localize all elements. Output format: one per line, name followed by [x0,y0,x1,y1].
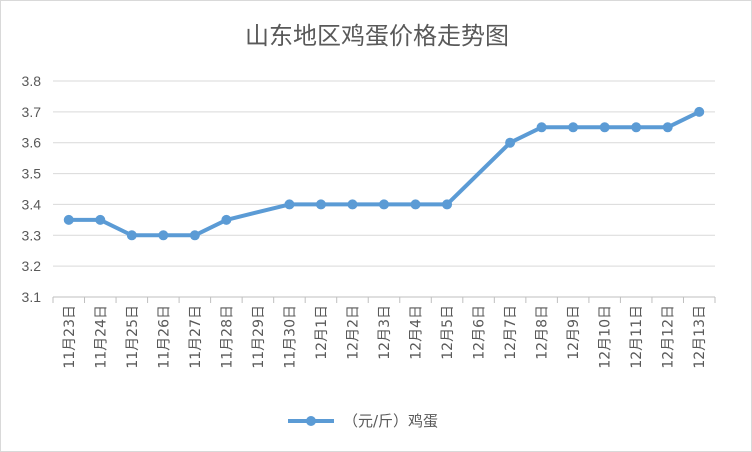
x-tick-label: 11月25日 [125,305,141,369]
data-point [410,199,421,210]
data-point [221,214,232,225]
y-tick-label: 3.1 [22,289,42,305]
x-tick-label: 12月3日 [377,305,393,360]
x-tick-label: 11月26日 [156,305,172,369]
x-tick-label: 12月5日 [440,305,456,360]
legend[interactable]: （元/斤）鸡蛋 [288,412,438,430]
data-point [568,122,579,133]
data-point [63,214,74,225]
data-point [347,199,358,210]
data-point [662,122,673,133]
data-point [631,122,642,133]
y-tick-label: 3.2 [22,258,42,274]
x-tick-label: 11月29日 [251,305,267,369]
x-tick-label: 12月7日 [503,305,519,360]
x-tick-label: 11月27日 [188,305,204,369]
y-tick-label: 3.7 [22,104,42,120]
x-tick-label: 11月28日 [219,305,235,369]
gridlines [53,80,715,267]
x-tick-label: 12月10日 [598,305,614,369]
y-axis-ticks: 3.1 3.2 3.3 3.4 3.5 3.6 3.7 3.8 [22,73,42,305]
data-point [694,106,705,117]
chart-title: 山东地区鸡蛋价格走势图 [245,22,509,50]
data-point [505,137,516,148]
x-tick-label: 12月1日 [314,305,330,360]
x-tick-label: 12月2日 [345,305,361,360]
data-point [126,230,137,241]
y-tick-label: 3.3 [22,227,42,243]
y-tick-label: 3.5 [22,166,42,182]
data-point [158,230,169,241]
x-tick-label: 12月8日 [535,305,551,360]
data-point [599,122,610,133]
x-axis: 11月23日 11月24日 11月25日 11月26日 11月27日 11月28日 11月2… [52,296,716,369]
y-tick-label: 3.4 [22,196,42,212]
data-point [189,230,200,241]
y-tick-label: 3.8 [22,73,42,89]
x-tick-label: 12月4日 [409,305,425,360]
data-point [95,214,106,225]
legend-marker [306,416,316,426]
data-point [284,199,295,210]
y-tick-label: 3.6 [22,135,42,151]
data-point [536,122,547,133]
x-tick-label: 11月30日 [282,305,298,369]
legend-label: （元/斤）鸡蛋 [343,412,438,430]
x-tick-label: 11月24日 [93,305,109,369]
data-point [442,199,453,210]
series-group [63,106,705,241]
data-point [315,199,326,210]
x-tick-label: 12月13日 [692,305,708,369]
x-tick-label: 12月6日 [472,305,488,360]
data-point [379,199,389,210]
x-tick-label: 12月12日 [661,305,677,369]
x-tick-label: 12月11日 [629,305,645,369]
x-tick-label: 12月9日 [566,305,582,360]
x-tick-label: 11月23日 [62,305,78,369]
